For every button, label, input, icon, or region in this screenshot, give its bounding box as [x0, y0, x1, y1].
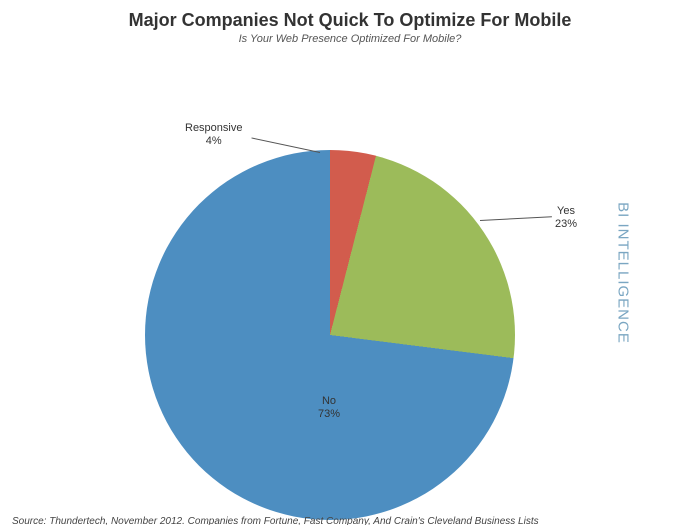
- leader-line-yes: [480, 216, 552, 221]
- chart-title: Major Companies Not Quick To Optimize Fo…: [0, 10, 700, 31]
- chart-subtitle: Is Your Web Presence Optimized For Mobil…: [0, 33, 700, 45]
- slice-percent-no: 73%: [318, 408, 340, 421]
- slice-label-yes: Yes 23%: [555, 205, 577, 231]
- slice-label-no: No 73%: [318, 395, 340, 421]
- slice-name-no: No: [318, 395, 340, 408]
- leader-line-responsive: [251, 137, 320, 153]
- slice-name-responsive: Responsive: [185, 122, 242, 135]
- pie-surface: [145, 150, 515, 520]
- source-attribution: Source: Thundertech, November 2012. Comp…: [12, 516, 539, 525]
- slice-name-yes: Yes: [555, 205, 577, 218]
- slice-percent-yes: 23%: [555, 218, 577, 231]
- watermark-brand: BI INTELLIGENCE: [615, 202, 632, 344]
- slice-percent-responsive: 4%: [185, 135, 242, 148]
- slice-label-responsive: Responsive 4%: [185, 122, 242, 148]
